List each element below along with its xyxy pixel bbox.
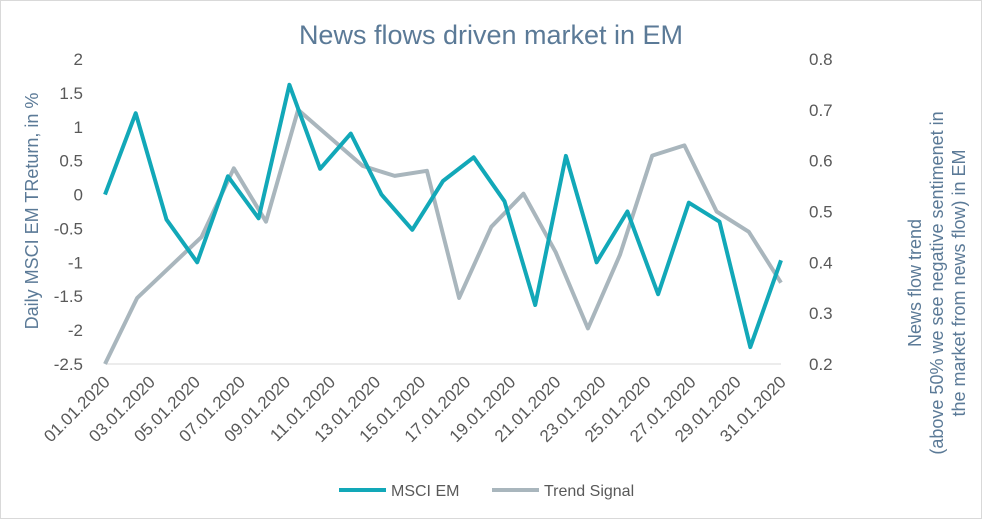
y2-axis-title-line-2: (above 50% we see negative sentimenet in <box>927 111 947 454</box>
y2-tick-label: 0.4 <box>809 253 833 272</box>
y2-tick-label: 0.5 <box>809 203 833 222</box>
y2-tick-label: 0.2 <box>809 355 833 374</box>
x-axis-ticks: 01.01.202003.01.202005.01.202007.01.2020… <box>40 372 790 446</box>
y-axis-title: Daily MSCI EM TReturn, in % <box>22 93 42 330</box>
y-tick-label: 2 <box>74 50 83 69</box>
y-tick-label: -2.5 <box>54 355 83 374</box>
y-tick-label: -0.5 <box>54 219 83 238</box>
legend: MSCI EM Trend Signal <box>339 483 634 500</box>
y2-tick-label: 0.3 <box>809 304 833 323</box>
y2-axis-title: News flow trend (above 50% we see negati… <box>905 111 969 454</box>
chart-title: News flows driven market in EM <box>299 20 683 50</box>
y2-tick-label: 0.7 <box>809 101 833 120</box>
left-axis-ticks: 2 1.5 1 0.5 0 -0.5 -1 -1.5 -2 -2.5 <box>54 50 83 374</box>
y-tick-label: 0 <box>74 186 83 205</box>
y2-tick-label: 0.8 <box>809 50 833 69</box>
y-tick-label: 0.5 <box>59 152 83 171</box>
y2-axis-title-line-3: the market from news flow) in EM <box>949 149 969 416</box>
y2-tick-label: 0.6 <box>809 152 833 171</box>
y-tick-label: -1.5 <box>54 287 83 306</box>
legend-label-trend-signal: Trend Signal <box>544 483 634 500</box>
series-layer <box>103 82 783 365</box>
y-tick-label: -1 <box>68 253 83 272</box>
series-line-msci-em <box>103 82 783 350</box>
right-axis-ticks: 0.8 0.7 0.6 0.5 0.4 0.3 0.2 <box>809 50 833 374</box>
y-tick-label: -2 <box>68 321 83 340</box>
legend-label-msci-em: MSCI EM <box>391 483 459 500</box>
y-tick-label: 1 <box>74 118 83 137</box>
y-tick-label: 1.5 <box>59 84 83 103</box>
y2-axis-title-line-1: News flow trend <box>905 219 925 347</box>
